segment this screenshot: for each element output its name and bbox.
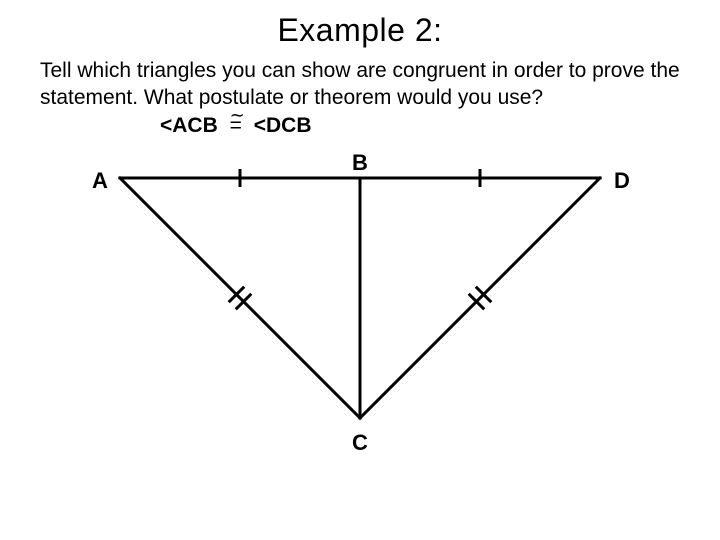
diagram-svg (0, 138, 720, 478)
congruent-symbol: ∼= (224, 114, 248, 138)
vertex-label-b: B (352, 150, 368, 176)
congruence-statement: <ACB ∼= <DCB (0, 114, 720, 138)
diagram: A B D C (0, 138, 720, 478)
vertex-label-c: C (352, 430, 368, 456)
instructions-text: Tell which triangles you can show are co… (0, 49, 720, 112)
slide-title: Example 2: (0, 0, 720, 49)
vertex-label-a: A (92, 168, 108, 194)
angle-right: <DCB (254, 114, 312, 137)
angle-left: <ACB (160, 114, 218, 137)
slide-container: Example 2: Tell which triangles you can … (0, 0, 720, 540)
vertex-label-d: D (614, 168, 630, 194)
